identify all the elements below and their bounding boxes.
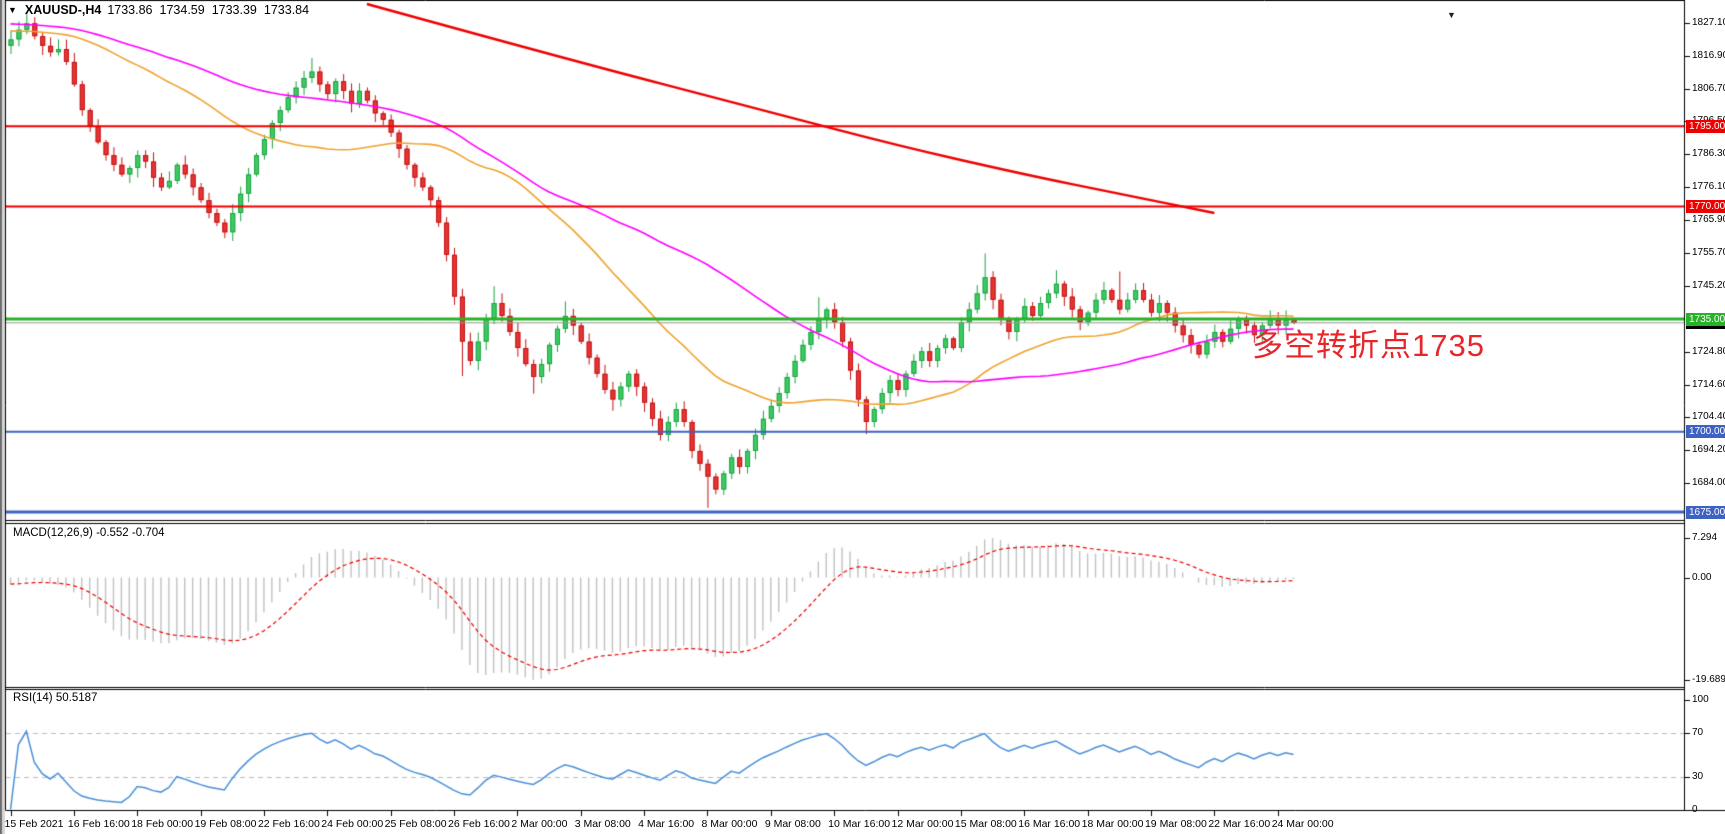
date-label: 3 Mar 08:00 xyxy=(574,818,631,830)
rsi-value: 50.5187 xyxy=(55,692,98,704)
price-badge-1735.00: 1735.00 xyxy=(1686,312,1725,326)
price-tick-label: 1786.30 xyxy=(1692,148,1725,160)
price-tick-label: 1714.60 xyxy=(1692,378,1725,390)
macd-panel-label: MACD(12,26,9) -0.552 -0.704 xyxy=(13,527,165,539)
rsi-panel-label: RSI(14) 50.5187 xyxy=(13,692,97,704)
rsi-axis-label: 0 xyxy=(1692,804,1698,815)
symbol-title: XAUUSD-,H4 xyxy=(24,3,102,17)
date-label: 15 Feb 2021 xyxy=(4,818,64,830)
price-tick-label: 1755.70 xyxy=(1692,246,1725,258)
price-badge-1770.00: 1770.00 xyxy=(1686,200,1725,214)
rsi-axis-label: 30 xyxy=(1692,771,1704,782)
symbol-header: ▼ XAUUSD-,H4 1733.86 1734.59 1733.39 173… xyxy=(8,3,309,17)
date-label: 16 Feb 16:00 xyxy=(67,818,130,830)
annotation-text: 多空转折点1735 xyxy=(1252,328,1485,363)
date-label: 26 Feb 16:00 xyxy=(448,818,510,830)
macd-label: MACD(12,26,9) xyxy=(13,527,93,539)
chart-shift-marker-icon[interactable]: ▼ xyxy=(1447,10,1456,20)
macd-values: -0.552 -0.704 xyxy=(96,527,165,539)
symbol-dropdown-icon[interactable]: ▼ xyxy=(8,5,17,15)
date-label: 16 Mar 16:00 xyxy=(1018,818,1081,830)
price-tick-label: 1684.00 xyxy=(1692,477,1725,489)
date-label: 24 Mar 00:00 xyxy=(1271,818,1334,830)
macd-axis-label: 7.294 xyxy=(1692,531,1718,543)
date-label: 2 Mar 00:00 xyxy=(511,818,568,830)
date-label: 15 Mar 08:00 xyxy=(954,818,1017,830)
date-label: 25 Feb 08:00 xyxy=(384,818,447,830)
ohlc-readout: 1733.86 1734.59 1733.39 1733.84 xyxy=(107,3,309,17)
price-tick-label: 1704.40 xyxy=(1692,411,1725,423)
ohlc-high: 1734.59 xyxy=(159,3,205,17)
price-tick-label: 1724.80 xyxy=(1692,345,1725,357)
date-label: 12 Mar 00:00 xyxy=(891,818,954,830)
date-label: 22 Feb 16:00 xyxy=(257,818,320,830)
price-tick-label: 1806.70 xyxy=(1692,82,1725,94)
date-label: 9 Mar 08:00 xyxy=(764,818,821,830)
date-label: 10 Mar 16:00 xyxy=(828,818,891,830)
price-badge-1675.00: 1675.00 xyxy=(1686,505,1725,519)
price-tick-label: 1694.20 xyxy=(1692,444,1725,456)
rsi-axis-label: 70 xyxy=(1692,727,1704,738)
date-label: 4 Mar 16:00 xyxy=(638,818,695,830)
macd-axis-label: 0.00 xyxy=(1692,571,1712,583)
rsi-axis-label: 100 xyxy=(1692,694,1709,705)
date-label: 18 Mar 00:00 xyxy=(1081,818,1144,830)
ohlc-low: 1733.39 xyxy=(211,3,257,17)
price-badge-1700.00: 1700.00 xyxy=(1686,425,1725,439)
ohlc-open: 1733.86 xyxy=(107,3,153,17)
price-tick-label: 1745.20 xyxy=(1692,280,1725,292)
rsi-label: RSI(14) xyxy=(13,692,53,704)
date-label: 19 Feb 08:00 xyxy=(194,818,257,830)
date-label: 22 Mar 16:00 xyxy=(1208,818,1271,830)
date-label: 19 Mar 08:00 xyxy=(1144,818,1207,830)
macd-axis-label: -19.689 xyxy=(1692,673,1725,685)
date-label: 24 Feb 00:00 xyxy=(321,818,384,830)
price-badge-1795.00: 1795.00 xyxy=(1686,119,1725,133)
price-tick-label: 1816.90 xyxy=(1692,49,1725,61)
price-tick-label: 1827.10 xyxy=(1692,17,1725,28)
price-tick-label: 1776.10 xyxy=(1692,180,1725,192)
price-tick-label: 1765.90 xyxy=(1692,213,1725,225)
date-label: 18 Feb 00:00 xyxy=(131,818,194,830)
ohlc-close: 1733.84 xyxy=(263,3,310,17)
date-label: 8 Mar 00:00 xyxy=(701,818,758,830)
